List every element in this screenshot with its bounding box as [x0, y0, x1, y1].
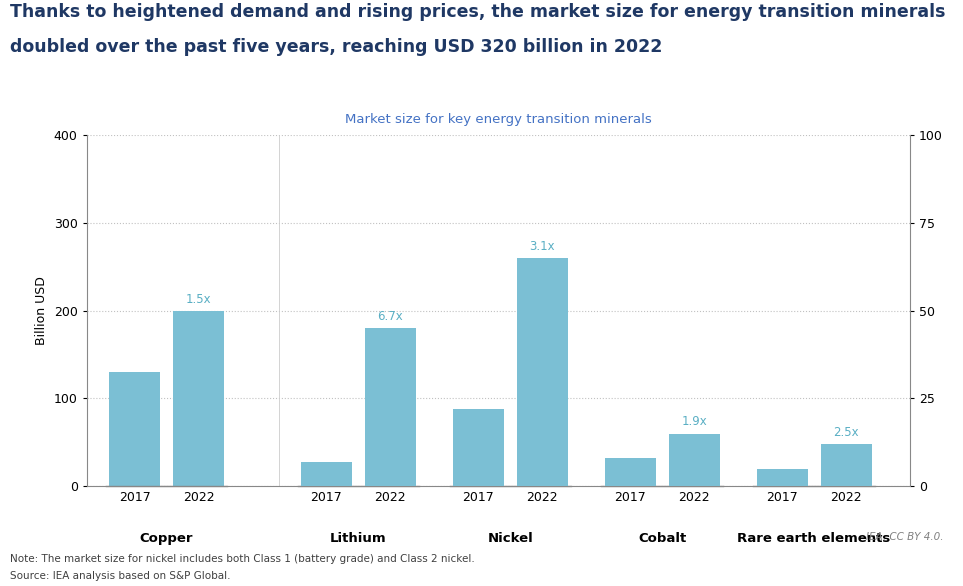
Bar — [365, 328, 416, 486]
Text: Cobalt: Cobalt — [638, 532, 687, 545]
Bar — [605, 458, 656, 486]
Text: Nickel: Nickel — [487, 532, 534, 545]
Bar — [300, 462, 352, 486]
Text: doubled over the past five years, reaching USD 320 billion in 2022: doubled over the past five years, reachi… — [10, 38, 662, 56]
Bar — [820, 444, 872, 486]
Bar — [757, 469, 808, 486]
Text: 1.5x: 1.5x — [186, 293, 212, 306]
Y-axis label: Billion USD: Billion USD — [36, 276, 48, 345]
Text: 1.9x: 1.9x — [682, 415, 707, 428]
Bar — [668, 434, 719, 486]
Bar — [109, 372, 160, 486]
Text: Note: The market size for nickel includes both Class 1 (battery grade) and Class: Note: The market size for nickel include… — [10, 554, 475, 564]
Text: Rare earth elements: Rare earth elements — [738, 532, 891, 545]
Text: IEA. CC BY 4.0.: IEA. CC BY 4.0. — [867, 532, 944, 542]
Text: Copper: Copper — [140, 532, 194, 545]
Text: 6.7x: 6.7x — [377, 310, 403, 323]
Bar — [173, 311, 224, 486]
Text: Market size for key energy transition minerals: Market size for key energy transition mi… — [345, 113, 652, 126]
Text: Source: IEA analysis based on S&P Global.: Source: IEA analysis based on S&P Global… — [10, 571, 230, 581]
Text: Lithium: Lithium — [330, 532, 387, 545]
Text: 3.1x: 3.1x — [530, 240, 555, 253]
Bar — [517, 258, 568, 486]
Text: Thanks to heightened demand and rising prices, the market size for energy transi: Thanks to heightened demand and rising p… — [10, 3, 945, 21]
Text: 2.5x: 2.5x — [833, 426, 859, 439]
Bar — [453, 409, 504, 486]
